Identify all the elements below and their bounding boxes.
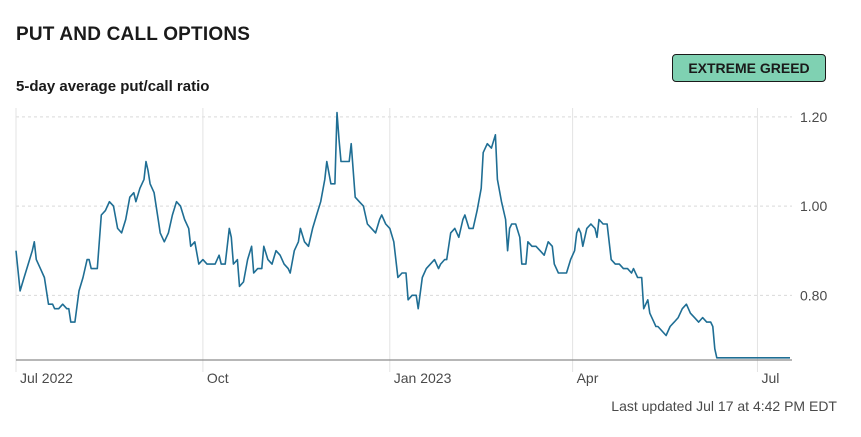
y-axis: 0.80 1.00 1.20: [800, 109, 827, 303]
series-line: [15, 111, 790, 359]
y-tick-label: 0.80: [800, 287, 827, 303]
chart-title: PUT AND CALL OPTIONS: [16, 24, 251, 45]
grid: [15, 108, 792, 372]
y-tick-label: 1.00: [800, 198, 827, 214]
x-tick-label: Oct: [207, 370, 229, 386]
last-updated-text: Last updated Jul 17 at 4:42 PM EDT: [611, 398, 837, 414]
x-tick-label: Jul 2022: [20, 370, 73, 386]
x-tick-label: Apr: [577, 370, 599, 386]
sentiment-badge: EXTREME GREED: [672, 54, 826, 82]
chart-subtitle: 5-day average put/call ratio: [16, 78, 210, 95]
y-tick-label: 1.20: [800, 109, 827, 125]
x-axis: Jul 2022 Oct Jan 2023 Apr Jul: [16, 359, 792, 386]
x-tick-label: Jan 2023: [394, 370, 452, 386]
x-tick-label: Jul: [761, 370, 779, 386]
